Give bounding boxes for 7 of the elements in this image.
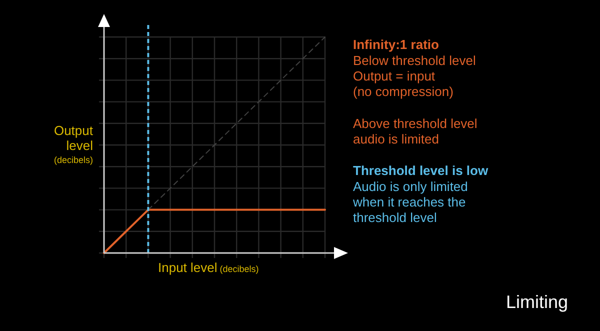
text: Threshold level is low xyxy=(353,163,489,178)
text: Limiting xyxy=(506,292,568,312)
text: Below threshold level Output = input (no compression) xyxy=(353,53,476,100)
text: Above threshold level audio is limited xyxy=(353,116,478,147)
x-axis-title: Input level (decibels) xyxy=(158,260,259,275)
text: Audio is only limited when it reaches the threshold level xyxy=(352,179,468,226)
text: Infinity:1 ratio xyxy=(353,37,440,52)
